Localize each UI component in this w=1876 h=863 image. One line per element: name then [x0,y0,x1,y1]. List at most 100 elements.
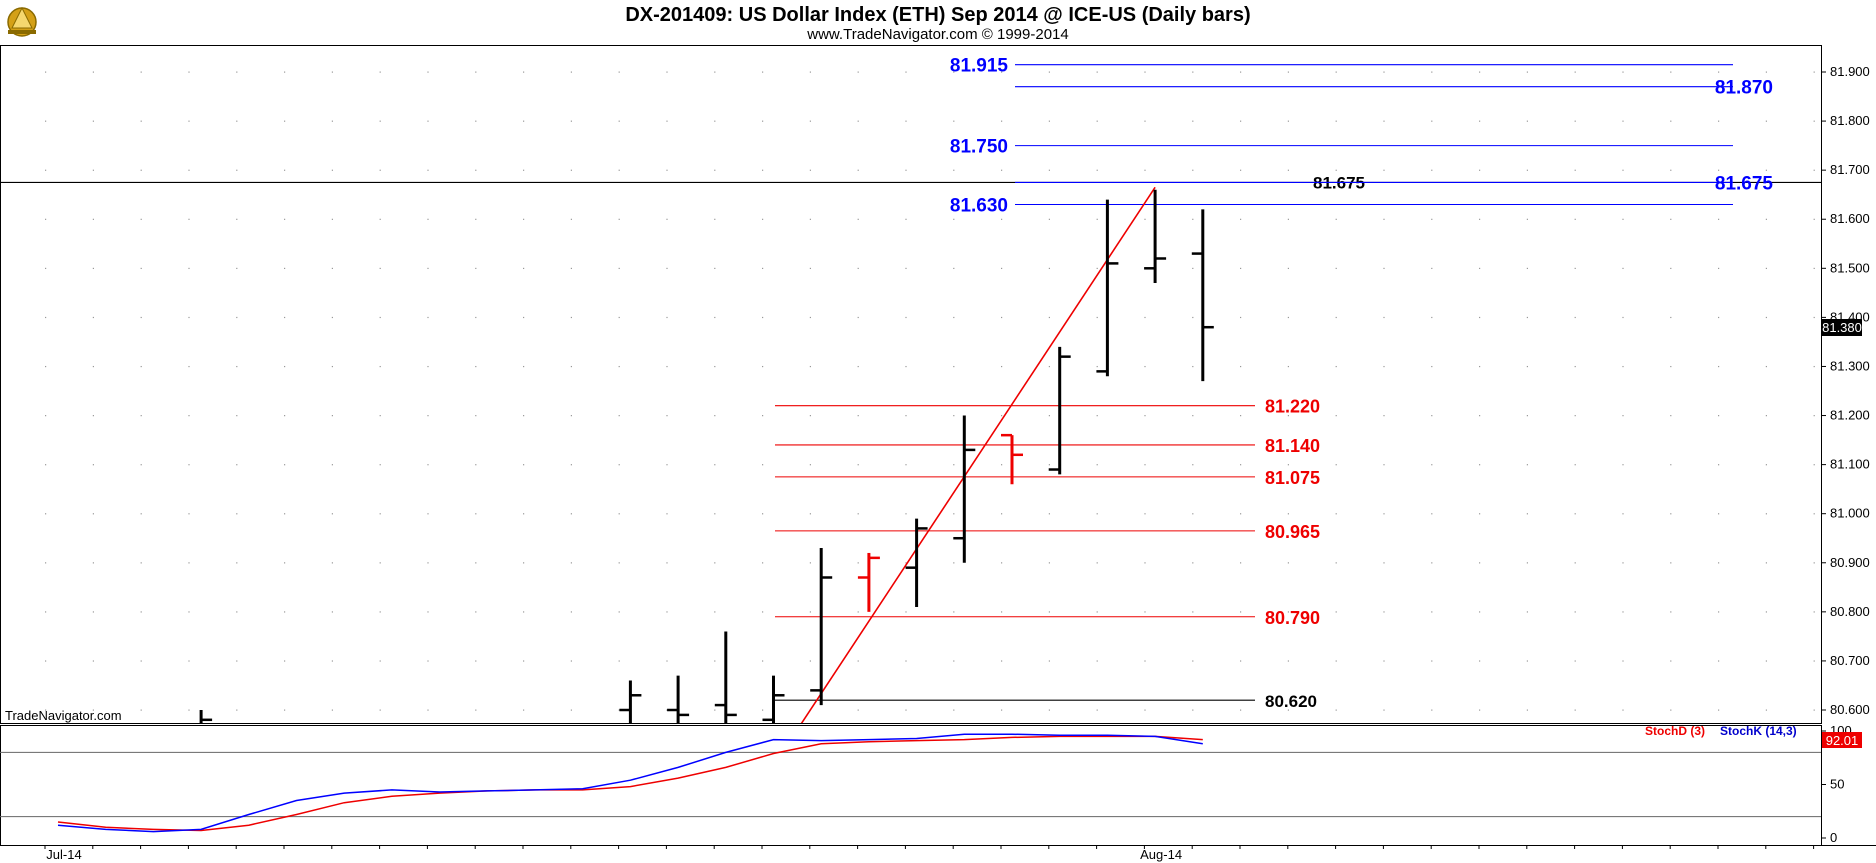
grid-dot [1144,120,1146,122]
grid-dot [1240,316,1242,319]
grid-dot [1670,267,1672,270]
grid-dot [953,562,955,564]
grid-dot [1765,71,1767,73]
grid-dot [1479,71,1481,73]
grid-dot [1431,611,1433,613]
grid-dot [857,267,859,270]
grid-dot [140,562,142,564]
grid-dot [1001,415,1003,417]
date-label: Jul-14 [46,847,81,862]
grid-dot [1813,709,1815,711]
grid-dot [953,365,955,368]
grid-dot [92,660,94,662]
grid-dot [1574,660,1576,662]
grid-dot [1048,365,1050,368]
grid-dot [1287,464,1289,466]
grid-dot [1574,709,1576,711]
grid-dot [618,218,620,220]
grid-dot [714,611,716,613]
grid-dot [1001,316,1003,319]
grid-dot [1526,562,1528,564]
stoch-d-line [57,735,1203,832]
grid-dot [1431,71,1433,73]
grid-dot [1096,611,1098,613]
grid-dot [1765,660,1767,662]
grid-dot [953,316,955,319]
grid-dot [1144,464,1146,466]
grid-dot [809,611,811,613]
level-label: 81.750 [950,137,1008,158]
grid-dot [188,169,190,171]
grid-dot [857,513,859,515]
grid-dot [905,218,907,220]
grid-dot [379,218,381,220]
grid-dot [618,562,620,564]
grid-dot [1813,316,1815,319]
grid-dot [714,316,716,319]
date-label: Aug-14 [1140,847,1182,862]
grid-dot [1479,709,1481,711]
grid-dot [1287,316,1289,319]
grid-dot [284,415,286,417]
grid-dot [714,415,716,417]
grid-dot [570,71,572,73]
grid-dot [475,611,477,613]
grid-dot [570,365,572,368]
grid-dot [92,513,94,515]
level-label: 80.620 [1265,692,1317,711]
grid-dot [475,316,477,319]
grid-dot [1192,120,1194,122]
grid-dot [666,660,668,662]
grid-dot [1526,267,1528,270]
grid-dot [1765,415,1767,417]
grid-dot [1670,660,1672,662]
grid-dot [331,660,333,662]
ohlc-bar [1191,209,1214,382]
grid-dot [379,316,381,319]
grid-dot [284,611,286,613]
grid-dot [1287,169,1289,171]
grid-dot [714,709,716,711]
grid-dot [92,316,94,319]
grid-dot [1192,660,1194,662]
grid-dot [1192,365,1194,368]
grid-dot [1144,365,1146,368]
grid-dot [236,71,238,73]
grid-dot [1240,562,1242,564]
grid-dot [809,316,811,319]
stoch-k-line [57,733,1203,833]
grid-dot [331,464,333,466]
grid-dot [1048,415,1050,417]
grid-dot [857,120,859,122]
grid-dot [284,660,286,662]
grid-dot [1670,218,1672,220]
grid-dot [140,415,142,417]
grid-dot [331,611,333,613]
grid-dot [45,660,47,662]
grid-dot [714,218,716,220]
grid-dot [331,513,333,515]
grid-dot [379,415,381,417]
grid-dot [1144,562,1146,564]
grid-dot [1622,365,1624,368]
grid-dot [1431,120,1433,122]
grid-dot [523,169,525,171]
grid-dot [1479,562,1481,564]
grid-dot [570,316,572,319]
grid-dot [92,218,94,220]
grid-dot [45,169,47,171]
grid-dot [809,267,811,270]
grid-dot [140,660,142,662]
grid-dot [666,709,668,711]
grid-dot [188,267,190,270]
grid-dot [1192,169,1194,171]
grid-dot [1718,120,1720,122]
level-lines: 81.67581.91581.87081.75081.67581.63081.2… [0,56,1821,711]
grid-dot [809,513,811,515]
grid-dot [1335,415,1337,417]
stoch-last-tag [1822,732,1862,748]
grid-dot [953,513,955,515]
grid-dot [809,464,811,466]
